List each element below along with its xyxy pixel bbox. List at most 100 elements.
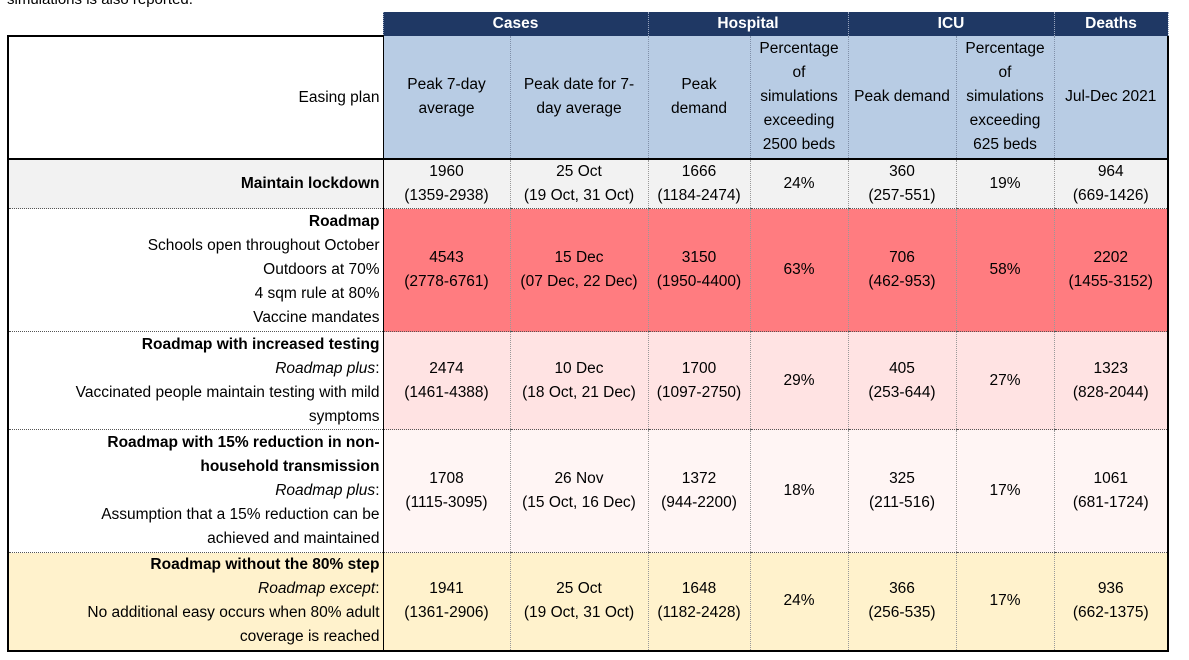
cases-peak-cell: 2474 (1461-4388)	[382, 331, 510, 430]
value: 2474	[429, 359, 464, 377]
hospital-pct-header: Percentage of simulations exceeding 2500…	[749, 36, 849, 160]
table-row: Roadmap with increased testing Roadmap p…	[7, 331, 1169, 430]
value: 360	[889, 163, 915, 180]
hospital-peak-cell: 1648 (1182-2428)	[647, 552, 750, 652]
value: 15 Dec	[554, 249, 604, 266]
value: 25 Oct	[556, 163, 602, 180]
hospital-peak-cell: 1372 (944-2200)	[647, 429, 750, 553]
plan-line: 4 sqm rule at 80%	[254, 285, 380, 302]
plan-qualifier: Roadmap except:	[258, 580, 380, 598]
interval: (256-535)	[868, 604, 936, 622]
hospital-pct-cell: 29%	[749, 331, 848, 430]
interval: (1184-2474)	[657, 187, 741, 204]
plan-cell: Maintain lockdown	[7, 159, 384, 209]
interval: (1182-2428)	[657, 604, 741, 622]
plan-qualifier: Roadmap plus:	[275, 482, 380, 499]
value: 1960	[429, 163, 464, 180]
icu-peak-cell: 360 (257-551)	[847, 159, 956, 209]
group-icu: ICU	[847, 12, 1055, 36]
deaths-header: Jul-Dec 2021	[1053, 36, 1169, 160]
plan-line: Outdoors at 70%	[263, 261, 380, 278]
hospital-pct-cell: 24%	[749, 552, 848, 652]
interval: (944-2200)	[661, 494, 737, 511]
plan-qualifier-italic: Roadmap plus	[275, 482, 376, 499]
value: 4543	[429, 249, 464, 266]
plan-line: Assumption that a 15% reduction can be	[101, 506, 380, 523]
value: 1323	[1093, 359, 1128, 377]
value: 1941	[429, 580, 464, 598]
hospital-pct-cell: 24%	[749, 159, 848, 209]
value: 1648	[681, 580, 717, 598]
deaths-cell: 936 (662-1375)	[1053, 552, 1169, 652]
hospital-peak-cell: 3150 (1950-4400)	[647, 208, 750, 332]
cases-date-header: Peak date for 7-day average	[509, 36, 649, 160]
interval: (253-644)	[868, 383, 936, 401]
value: 706	[889, 249, 915, 266]
icu-pct-header: Percentage of simulations exceeding 625 …	[955, 36, 1055, 160]
subheader-row: Easing plan Peak 7-day average Peak date…	[7, 35, 1169, 160]
plan-title: Roadmap with 15% reduction in non-househ…	[107, 434, 380, 475]
value: 1666	[681, 163, 717, 180]
plan-title: Roadmap	[308, 213, 380, 230]
interval: (07 Dec, 22 Dec)	[520, 273, 638, 290]
plan-line: achieved and maintained	[207, 530, 380, 547]
interval: (462-953)	[868, 273, 936, 290]
icu-pct-cell: 58%	[955, 208, 1054, 332]
table-row: Roadmap Schools open throughout October …	[7, 208, 1169, 332]
plan-line: Schools open throughout October	[147, 237, 380, 254]
cases-date-cell: 15 Dec (07 Dec, 22 Dec)	[509, 208, 648, 332]
interval: (662-1375)	[1072, 604, 1149, 622]
header-blank	[8, 12, 383, 36]
interval: (828-2044)	[1072, 383, 1149, 401]
icu-peak-cell: 366 (256-535)	[847, 552, 956, 652]
plan-line: coverage is reached	[239, 628, 380, 646]
plan-title: Roadmap with increased testing	[141, 335, 380, 353]
value: 3150	[681, 249, 717, 266]
value: 1372	[681, 470, 717, 487]
plan-title: Maintain lockdown	[240, 175, 380, 192]
plan-qualifier: Roadmap plus:	[275, 359, 380, 377]
cases-date-cell: 25 Oct (19 Oct, 31 Oct)	[509, 159, 648, 209]
hospital-pct-cell: 18%	[749, 429, 848, 553]
plan-line: Vaccinated people maintain testing with …	[75, 383, 380, 401]
interval: (211-516)	[868, 494, 936, 511]
value: 25 Oct	[556, 580, 602, 598]
hospital-pct-cell: 63%	[749, 208, 848, 332]
group-header-row: Cases Hospital ICU Deaths	[8, 12, 1169, 36]
cases-peak-header: Peak 7-day average	[382, 36, 511, 160]
interval: (18 Oct, 21 Dec)	[522, 383, 636, 401]
interval: (1455-3152)	[1068, 273, 1153, 290]
plan-line: Vaccine mandates	[253, 309, 380, 326]
value: 936	[1097, 580, 1124, 598]
plan-line: symptoms	[308, 407, 380, 425]
interval: (1115-3095)	[405, 494, 488, 511]
deaths-cell: 964 (669-1426)	[1053, 159, 1169, 209]
cases-date-cell: 26 Nov (15 Oct, 16 Dec)	[509, 429, 648, 553]
value: 964	[1097, 163, 1124, 180]
cases-peak-cell: 4543 (2778-6761)	[382, 208, 510, 332]
value: 1700	[681, 359, 717, 377]
cases-peak-cell: 1941 (1361-2906)	[382, 552, 510, 652]
plan-cell: Roadmap without the 80% step Roadmap exc…	[7, 552, 384, 652]
cases-peak-cell: 1708 (1115-3095)	[382, 429, 510, 553]
plan-qualifier-italic: Roadmap except	[258, 580, 376, 598]
easing-plan-header: Easing plan	[7, 35, 384, 160]
interval: (257-551)	[868, 187, 936, 204]
cases-date-cell: 10 Dec (18 Oct, 21 Dec)	[509, 331, 648, 430]
cases-peak-cell: 1960 (1359-2938)	[382, 159, 510, 209]
table-caption: simulations is also reported.	[7, 0, 193, 8]
hospital-peak-cell: 1700 (1097-2750)	[647, 331, 750, 430]
group-hospital: Hospital	[647, 12, 849, 36]
table-row: Roadmap with 15% reduction in non-househ…	[7, 429, 1169, 553]
value: 405	[889, 359, 915, 377]
icu-peak-cell: 405 (253-644)	[847, 331, 956, 430]
hospital-peak-cell: 1666 (1184-2474)	[647, 159, 750, 209]
deaths-cell: 2202 (1455-3152)	[1053, 208, 1169, 332]
cases-date-cell: 25 Oct (19 Oct, 31 Oct)	[509, 552, 648, 652]
icu-pct-cell: 19%	[955, 159, 1054, 209]
table-row: Roadmap without the 80% step Roadmap exc…	[7, 552, 1169, 652]
value: 2202	[1093, 249, 1128, 266]
value: 366	[889, 580, 915, 598]
interval: (669-1426)	[1072, 187, 1149, 204]
plan-line: No additional easy occurs when 80% adult	[87, 604, 380, 622]
